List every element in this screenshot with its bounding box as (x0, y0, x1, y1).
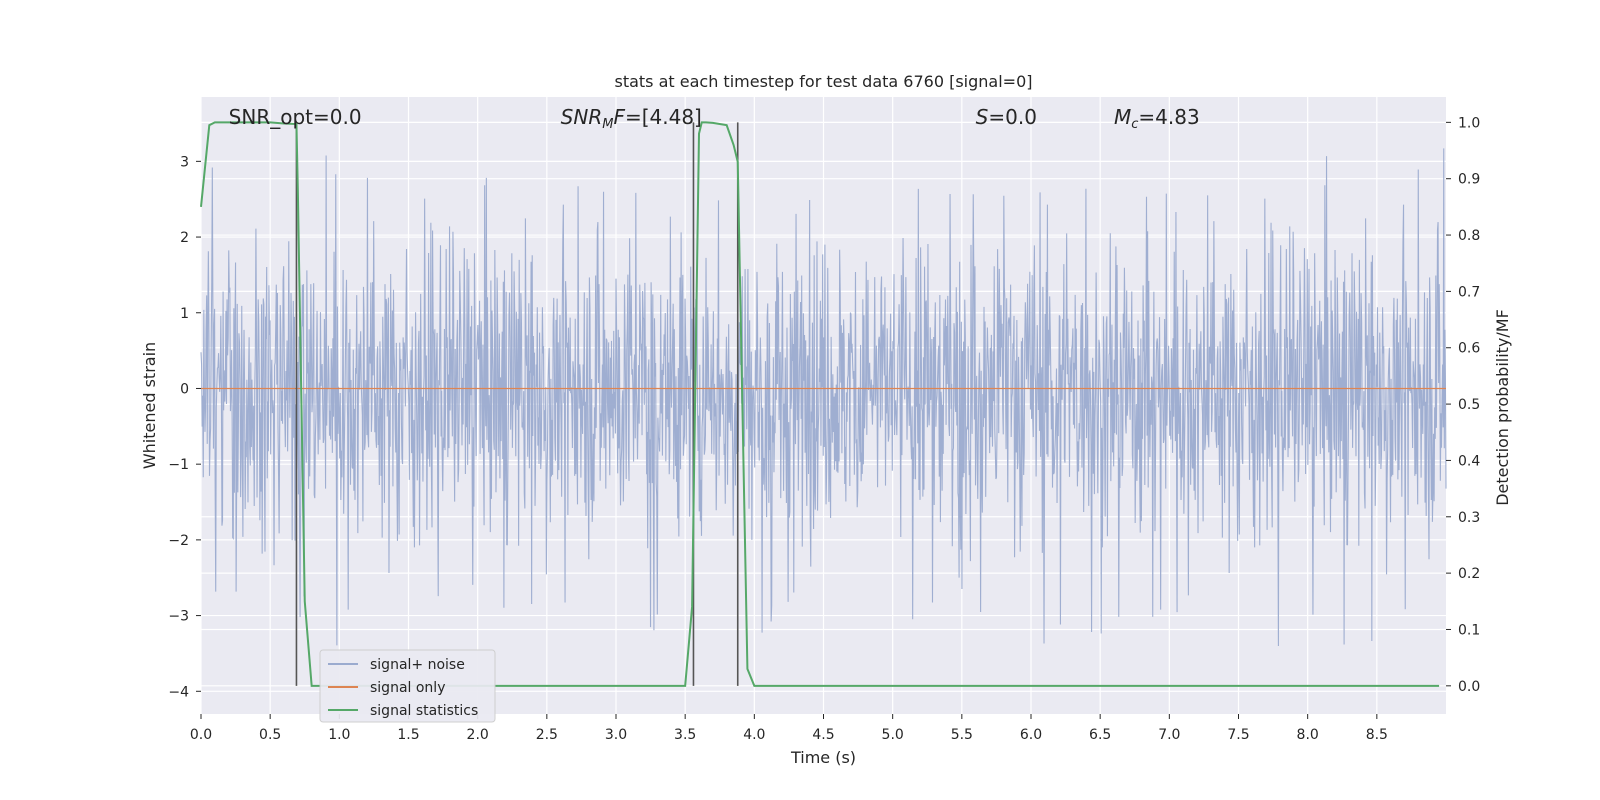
y2-tick-label: 0.3 (1458, 510, 1480, 526)
x-tick-label: 8.5 (1366, 727, 1388, 743)
y-tick-label: −3 (168, 609, 189, 625)
y2-tick-label: 0.7 (1458, 284, 1480, 300)
annotation-1: SNRMF=[4.48] (561, 105, 702, 132)
chart-title: stats at each timestep for test data 676… (614, 72, 1032, 91)
series-signal-statistics (200, 121, 1440, 687)
legend-label: signal statistics (370, 703, 478, 719)
legend-box (319, 649, 496, 723)
y-tick-label: 1 (180, 306, 189, 322)
y-tick-label: −1 (168, 457, 189, 473)
annotation-3: Mc=4.83 (1114, 105, 1200, 132)
y2-tick-label: 0.6 (1458, 341, 1480, 357)
x-tick-label: 1.5 (397, 727, 419, 743)
series-signal-noise (200, 148, 1447, 647)
annotations: SNR_opt=0.0 SNRMF=[4.48] S=0.0 Mc=4.83 (229, 105, 1200, 132)
annotation-2: S=0.0 (976, 105, 1037, 129)
x-axis-ticks: 0.0 0.5 1.0 1.5 2.0 2.5 3.0 3.5 4.0 4.5 5.0 5.5 6.0 6… (190, 714, 1388, 743)
y-tick-label: 2 (180, 230, 189, 246)
y-tick-label: 3 (180, 154, 189, 170)
y2-axis-ticks: 1.0 0.9 0.8 0.7 0.6 0.5 0.4 0.3 0.2 0.1 0.0 (1446, 115, 1480, 695)
x-tick-label: 5.5 (951, 727, 973, 743)
legend-label: signal only (370, 680, 445, 696)
x-tick-label: 6.0 (1020, 727, 1042, 743)
x-tick-label: 1.0 (328, 727, 350, 743)
x-tick-label: 0.5 (259, 727, 281, 743)
x-tick-label: 2.5 (536, 727, 558, 743)
x-tick-label: 2.0 (467, 727, 489, 743)
y-tick-label: 0 (180, 381, 189, 397)
y2-axis-label: Detection probability/MF (1493, 309, 1512, 506)
x-tick-label: 7.5 (1227, 727, 1249, 743)
annotation-0: SNR_opt=0.0 (229, 105, 362, 129)
y-axis-ticks: 3 2 1 0 −1 −2 −3 −4 (168, 154, 201, 700)
y2-tick-label: 0.8 (1458, 228, 1480, 244)
y2-tick-label: 1.0 (1458, 115, 1480, 131)
x-tick-label: 7.0 (1158, 727, 1180, 743)
legend: signal+ noise signal only signal statistic… (319, 649, 496, 723)
y-tick-label: −4 (168, 684, 189, 700)
y-axis-label: Whitened strain (140, 342, 159, 469)
y2-tick-label: 0.2 (1458, 566, 1480, 582)
signal-statistics-line (200, 121, 1440, 687)
y2-tick-label: 0.5 (1458, 397, 1480, 413)
x-tick-label: 5.0 (882, 727, 904, 743)
y2-tick-label: 0.9 (1458, 172, 1480, 188)
x-tick-label: 4.0 (743, 727, 765, 743)
y2-tick-label: 0.4 (1458, 453, 1480, 469)
y2-tick-label: 0.0 (1458, 679, 1480, 695)
x-tick-label: 6.5 (1089, 727, 1111, 743)
x-tick-label: 3.0 (605, 727, 627, 743)
x-tick-label: 0.0 (190, 727, 212, 743)
y2-tick-label: 0.1 (1458, 622, 1480, 638)
x-axis-label: Time (s) (790, 748, 856, 767)
legend-label: signal+ noise (370, 657, 465, 673)
x-tick-label: 3.5 (674, 727, 696, 743)
y-tick-label: −2 (168, 533, 189, 549)
x-tick-label: 4.5 (812, 727, 834, 743)
signal-noise-line (200, 148, 1447, 647)
x-tick-label: 8.0 (1297, 727, 1319, 743)
vertical-markers (295, 122, 739, 686)
